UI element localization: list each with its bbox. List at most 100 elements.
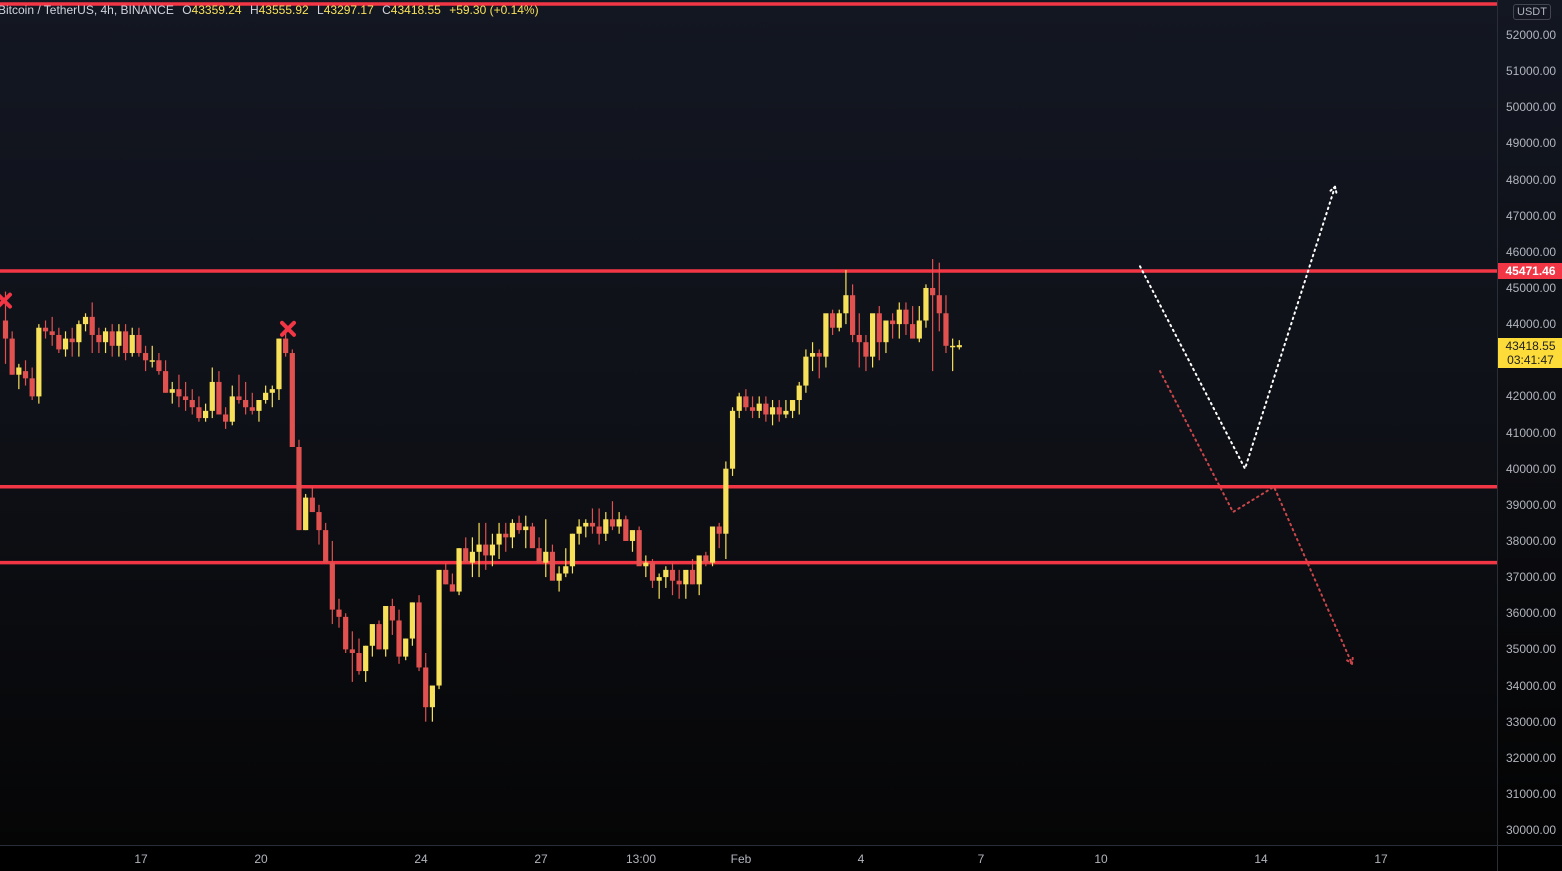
candle-body: [749, 407, 756, 411]
candle-body: [383, 606, 389, 650]
candle-body: [903, 309, 909, 325]
candle-body: [616, 519, 622, 527]
candle-body: [643, 562, 649, 567]
currency-badge[interactable]: USDT: [1513, 4, 1551, 20]
candle-body: [576, 526, 582, 534]
candle-body: [789, 400, 796, 411]
price-tick: 45000.00: [1506, 280, 1557, 295]
arrowhead-icon: [1327, 185, 1336, 194]
candle-body: [56, 334, 62, 350]
candle-body: [910, 324, 916, 339]
candle-body: [609, 519, 616, 527]
axis-corner: [1497, 845, 1562, 871]
price-tick: 30000.00: [1506, 823, 1557, 838]
price-tick: 36000.00: [1506, 606, 1557, 621]
price-tick: 31000.00: [1506, 786, 1557, 801]
candle-body: [269, 389, 275, 393]
candle-body: [89, 316, 95, 335]
price-tick: 50000.00: [1506, 100, 1557, 115]
candle-body: [223, 414, 229, 422]
candle-body: [376, 624, 382, 650]
candle-body: [162, 371, 169, 393]
x-marker-icon[interactable]: [280, 320, 296, 337]
candle-body: [876, 313, 882, 343]
time-tick: 24: [414, 852, 428, 866]
candle-body: [856, 334, 862, 343]
candle-body: [49, 331, 55, 335]
candle-body: [309, 497, 315, 513]
candle-body: [516, 522, 522, 531]
candle-body: [29, 378, 35, 397]
candle-body: [776, 407, 782, 415]
price-tick: 51000.00: [1506, 64, 1557, 79]
price-tick: 41000.00: [1506, 425, 1557, 440]
candle-body: [836, 313, 842, 328]
chart-pane[interactable]: Bitcoin / TetherUS, 4h, BINANCE O43359.2…: [0, 0, 1497, 845]
x-marker-icon[interactable]: [0, 292, 12, 309]
price-tick: 38000.00: [1506, 533, 1557, 548]
candle-body: [469, 551, 475, 563]
time-axis[interactable]: 17 20 24 27 13:00 Feb 4 7 10 14 17: [0, 845, 1497, 871]
candle-body: [823, 313, 829, 357]
candle-body: [283, 338, 289, 354]
price-tick: 40000.00: [1506, 461, 1557, 476]
candle-body: [796, 385, 802, 401]
candle-body: [489, 544, 496, 556]
price-tick: 35000.00: [1506, 642, 1557, 657]
candle-body: [930, 287, 936, 296]
open-value: 43359.24: [191, 3, 242, 17]
candle-body: [243, 400, 249, 408]
candle-body: [363, 645, 369, 672]
candle-body: [102, 331, 109, 343]
candle-body: [509, 522, 516, 538]
candle-body: [209, 381, 215, 411]
bearish-projection-path[interactable]: [1159, 370, 1353, 665]
candle-body: [216, 381, 222, 415]
last-price-label: 43418.55 03:41:47: [1498, 338, 1562, 369]
candle-body: [142, 353, 149, 361]
candle-body: [723, 468, 729, 534]
candle-body: [483, 544, 489, 556]
candle-body: [769, 407, 776, 415]
candle-body: [463, 548, 469, 563]
candle-body: [96, 334, 102, 343]
arrowhead-icon: [1351, 653, 1355, 665]
candle-body: [436, 569, 442, 686]
time-tick: 14: [1254, 852, 1268, 866]
candle-body: [16, 367, 22, 375]
bullish-projection-path[interactable]: [1139, 185, 1336, 472]
price-tick: 39000.00: [1506, 497, 1557, 512]
candle-body: [149, 360, 155, 362]
candle-body: [122, 331, 129, 354]
candle-body: [563, 566, 569, 574]
candle-body: [62, 338, 69, 350]
time-tick: 17: [134, 852, 148, 866]
candle-body: [476, 544, 482, 552]
candle-body: [870, 313, 876, 357]
price-axis[interactable]: USDT 52000.00 51000.00 50000.00 49000.00 480…: [1497, 0, 1562, 845]
candle-body: [683, 569, 689, 585]
candle-body: [36, 327, 42, 397]
symbol-title[interactable]: Bitcoin / TetherUS, 4h, BINANCE: [0, 3, 174, 17]
candle-body: [523, 526, 529, 531]
candle-body: [569, 533, 576, 567]
candle-body: [9, 338, 15, 375]
candle-body: [389, 606, 395, 621]
arrowhead-icon: [1343, 657, 1353, 665]
candle-body: [303, 497, 309, 531]
price-tick: 52000.00: [1506, 28, 1557, 42]
candle-body: [890, 320, 896, 325]
candle-body: [69, 338, 75, 343]
candle-body: [423, 667, 429, 708]
candle-body: [156, 360, 162, 372]
price-tick: 44000.00: [1506, 317, 1557, 332]
candle-body: [136, 334, 142, 354]
bar-countdown: 03:41:47: [1507, 353, 1554, 368]
arrowhead-icon: [1334, 185, 1339, 197]
candle-body: [369, 624, 375, 646]
candle-body: [456, 548, 462, 592]
price-tick: 46000.00: [1506, 244, 1557, 259]
candle-body: [649, 562, 656, 581]
time-tick: 27: [534, 852, 548, 866]
candle-body: [409, 602, 415, 639]
